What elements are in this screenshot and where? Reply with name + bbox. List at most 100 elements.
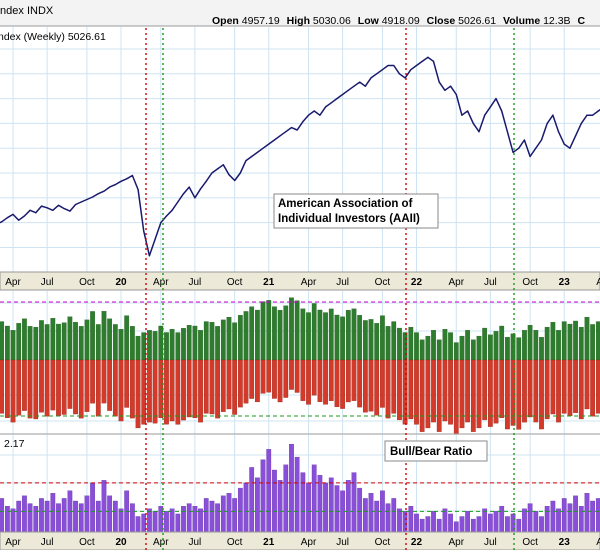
price-line xyxy=(0,56,600,257)
price-point xyxy=(410,69,412,71)
bull-bar xyxy=(391,321,397,361)
bull-bar xyxy=(175,332,181,361)
bull-bar xyxy=(539,337,544,361)
ratio-bar xyxy=(283,464,289,533)
bear-bar xyxy=(482,359,488,421)
ratio-bar xyxy=(260,459,266,533)
bear-bar xyxy=(584,359,590,410)
bear-bar xyxy=(226,359,232,410)
bear-bar xyxy=(556,359,561,423)
bear-bar xyxy=(391,359,397,414)
bull-bar xyxy=(107,318,113,361)
time-tick-label: Oct xyxy=(522,277,538,288)
price-point xyxy=(467,110,469,112)
time-axis-strip: Apr Jul Oct 20 Apr Jul Oct 21 Apr Jul Oct 22 Apr Jul O… xyxy=(0,271,600,291)
ratio-bar xyxy=(118,508,124,533)
price-point xyxy=(182,193,185,195)
time-tick-label: Jul xyxy=(41,537,54,548)
price-point xyxy=(109,186,111,188)
bull-bar xyxy=(90,311,95,361)
bear-bar xyxy=(573,359,578,413)
price-point xyxy=(438,81,440,83)
bear-bar xyxy=(232,359,238,415)
header-strip xyxy=(0,0,600,26)
bull-bar xyxy=(567,323,573,361)
price-point xyxy=(484,114,486,116)
bull-bar xyxy=(573,320,578,361)
bear-bar xyxy=(22,359,27,411)
ratio-bar xyxy=(311,464,317,533)
bear-bar xyxy=(152,359,158,424)
time-tick-label: 22 xyxy=(411,537,423,548)
bull-bar xyxy=(283,305,289,361)
bull-bar xyxy=(277,309,283,361)
price-point xyxy=(222,164,224,166)
bear-bar xyxy=(272,359,277,399)
time-tick-label: Oct xyxy=(522,537,538,548)
ratio-bar xyxy=(78,503,84,533)
price-legend: ndex (Weekly) 5026.61 xyxy=(0,31,106,43)
price-point xyxy=(330,102,332,104)
price-point xyxy=(495,98,497,100)
bear-bar xyxy=(522,359,527,423)
bear-bar xyxy=(317,359,323,402)
bull-bar xyxy=(220,319,226,361)
bear-bar xyxy=(255,359,260,403)
bull-bar xyxy=(135,335,141,361)
bear-bar xyxy=(147,359,152,423)
ratio-bar xyxy=(408,506,414,533)
bear-bar xyxy=(414,359,419,425)
ratio-bar xyxy=(595,498,600,533)
bull-bar xyxy=(357,315,363,361)
bull-bar xyxy=(505,337,510,361)
ratio-bar xyxy=(527,503,533,533)
ratio-bar xyxy=(16,500,22,533)
bull-bar xyxy=(595,321,600,361)
bear-bar xyxy=(362,359,368,413)
bull-bar xyxy=(311,303,317,361)
bear-bar xyxy=(73,359,78,415)
ratio-bar xyxy=(90,482,95,533)
ratio-bar xyxy=(95,500,101,533)
ratio-bar xyxy=(590,500,596,533)
bear-bar xyxy=(590,359,596,417)
price-point xyxy=(296,129,298,131)
ticker-label: Index INDX xyxy=(0,5,54,17)
ratio-bar xyxy=(561,498,567,533)
bull-bar xyxy=(516,337,522,361)
bear-bar xyxy=(101,359,107,404)
price-point xyxy=(370,77,372,79)
time-tick-label: Apr xyxy=(596,537,600,548)
bull-bar xyxy=(414,332,419,361)
price-point xyxy=(91,196,94,198)
bull-bar xyxy=(10,330,16,361)
bear-bar xyxy=(203,359,209,414)
time-tick-label: Jul xyxy=(336,537,349,548)
bear-bar xyxy=(351,359,357,401)
time-tick-label: Oct xyxy=(79,537,95,548)
ratio-bar xyxy=(357,487,363,533)
ratio-bar xyxy=(192,506,198,533)
ratio-bar xyxy=(10,508,16,533)
price-point xyxy=(518,147,520,149)
bear-bar xyxy=(84,359,90,412)
bull-bar xyxy=(436,339,442,361)
bear-bar xyxy=(300,359,306,401)
bear-bar xyxy=(561,359,567,414)
bull-bar xyxy=(340,316,345,361)
bear-bar xyxy=(181,359,186,421)
time-tick-label: Jul xyxy=(188,537,201,548)
price-point xyxy=(256,151,258,153)
bull-bar xyxy=(482,327,488,361)
bear-bar xyxy=(476,359,482,429)
bear-bar xyxy=(78,359,84,419)
ratio-bar xyxy=(505,516,510,533)
time-tick-label: Jul xyxy=(484,277,497,288)
bear-bar xyxy=(453,359,459,435)
price-point xyxy=(597,110,599,112)
time-tick-label: Jul xyxy=(188,277,201,288)
bull-bar xyxy=(294,300,300,361)
bear-bar xyxy=(44,359,50,417)
bull-bar xyxy=(84,319,90,361)
ratio-bar xyxy=(44,500,50,533)
